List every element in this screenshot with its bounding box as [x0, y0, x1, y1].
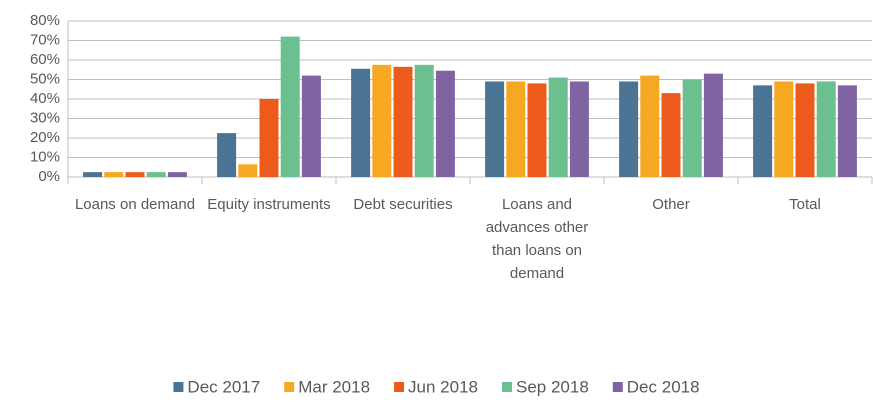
y-tick-label: 40% [30, 90, 60, 107]
y-tick-label: 50% [30, 70, 60, 87]
bar [372, 64, 392, 177]
legend-swatch [173, 382, 184, 392]
x-tick-label: Debt securities [353, 196, 453, 213]
bar [414, 64, 434, 177]
bar [83, 172, 103, 177]
legend-label: Mar 2018 [298, 377, 370, 396]
legend-swatch [394, 382, 405, 392]
bar [167, 172, 187, 177]
y-tick-label: 0% [38, 168, 60, 185]
bar [351, 68, 371, 177]
bar [259, 99, 279, 177]
bar [146, 172, 166, 177]
bar [548, 77, 568, 177]
x-tick-label: Equity instruments [207, 196, 331, 213]
y-tick-label: 20% [30, 129, 60, 146]
y-tick-label: 70% [30, 31, 60, 48]
bar [661, 93, 681, 177]
bar [640, 75, 660, 177]
x-tick-label: Other [652, 196, 690, 213]
bar [435, 70, 455, 177]
legend-swatch [284, 382, 295, 392]
bar [619, 81, 639, 177]
bar [238, 164, 258, 177]
bar [217, 133, 237, 177]
x-tick-label: Loans on demand [74, 196, 196, 213]
bar [527, 83, 547, 177]
bar [506, 81, 526, 177]
bar [774, 81, 794, 177]
bar [125, 172, 145, 177]
y-tick-label: 30% [30, 109, 60, 126]
bar [682, 79, 702, 177]
bar [816, 81, 836, 177]
legend-swatch [501, 382, 512, 392]
bar [569, 81, 589, 177]
legend-swatch [612, 382, 623, 392]
bar [703, 73, 723, 177]
bar [485, 81, 505, 177]
y-tick-label: 80% [30, 12, 60, 29]
bar [280, 36, 300, 177]
bar [795, 83, 815, 177]
x-tick-label: Loans and advances other than loans on d… [485, 196, 589, 282]
y-tick-label: 60% [30, 51, 60, 68]
x-tick-label: Total [789, 196, 821, 213]
bar [837, 85, 857, 177]
bar [301, 75, 321, 177]
y-tick-label: 10% [30, 148, 60, 165]
legend-label: Dec 2018 [627, 377, 700, 396]
bar [753, 85, 773, 177]
legend-label: Jun 2018 [408, 377, 478, 396]
legend-label: Sep 2018 [516, 377, 589, 396]
bar [393, 66, 413, 177]
legend-label: Dec 2017 [187, 377, 260, 396]
bar [104, 172, 124, 177]
